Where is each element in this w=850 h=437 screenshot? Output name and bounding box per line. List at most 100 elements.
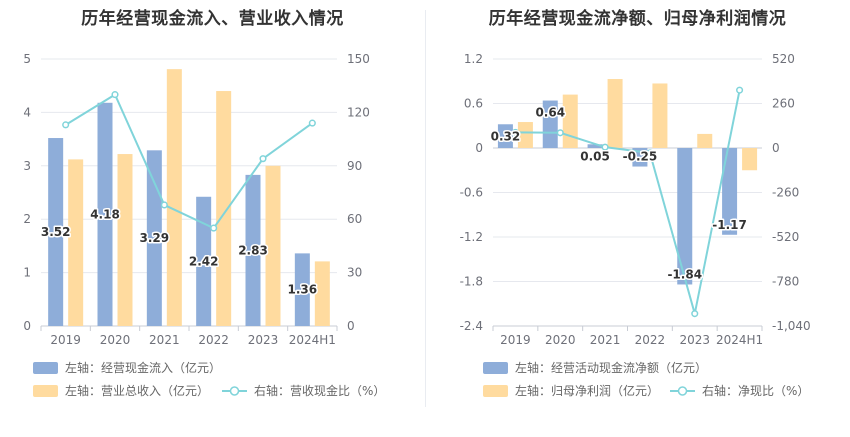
right-legend-label-primary: 左轴：经营活动现金流净额（亿元） [515,360,707,375]
right-bar-secondary [652,83,668,148]
left-bar-secondary [117,154,133,326]
right-x-tick-label: 2023 [679,333,710,347]
left-legend-label-secondary: 左轴：营业总收入（亿元） [65,383,209,398]
left-bar-secondary [68,159,84,326]
left-ratio-point [210,224,218,232]
left-chart: 0 1 2 3 4 5 0 30 60 90 120 150 2019 2020 2021 2022 2023 2… [23,52,385,398]
right-legend-swatch-line-marker [677,386,688,396]
left-ratio-point [259,155,267,163]
right-y-left-tick: 0 [475,141,483,155]
right-chart-panel: 历年经营现金流净额、归母净利润情况 1.2 0.6 0 -0.6 -1.2 -1.8 -2.… [425,0,850,437]
left-x-tick-label: 2019 [50,333,81,347]
right-y-right-tick: -260 [772,186,799,200]
right-legend-label-secondary: 左轴：归母净利润（亿元） [515,383,659,398]
left-bar-data-label: 1.36 [288,283,318,297]
panel-divider [425,10,426,407]
left-x-tick-label: 2022 [198,333,229,347]
right-legend-swatch-secondary [483,385,508,397]
right-y-right-tick: -780 [772,275,799,289]
left-y-left-tick: 4 [23,105,31,119]
left-ratio-point [111,91,119,99]
left-y-right-tick: 30 [347,266,362,280]
left-bar-secondary [166,69,182,327]
right-x-tick-label: 2024H1 [716,333,763,347]
left-bar-data-label: 2.83 [238,243,268,257]
right-bar-data-label: 0.32 [491,129,521,143]
left-legend-label-line: 右轴：营收现金比（%） [254,383,385,398]
right-bar-primary [497,124,513,148]
left-legend-label-primary: 左轴：经营现金流入（亿元） [65,360,221,375]
left-y-left-tick: 3 [23,159,31,173]
right-ratio-point [691,310,699,318]
right-y-right-tick: -520 [772,230,799,244]
left-y-left-tick: 2 [23,212,31,226]
right-y-left-tick: -1.8 [460,275,483,289]
left-bar-secondary [265,165,281,326]
right-bar-secondary [697,133,713,148]
left-legend-swatch-primary [33,362,58,374]
right-x-tick-label: 2021 [590,333,621,347]
left-ratio-point [160,201,168,209]
right-y-left-tick: 1.2 [464,52,483,66]
right-x-tick-label: 2019 [500,333,531,347]
right-chart-title: 历年经营现金流净额、归母净利润情况 [488,9,787,29]
left-y-left-tick: 1 [23,266,31,280]
left-y-right-tick: 150 [347,52,370,66]
right-bar-data-label: -0.25 [623,150,658,164]
right-bar-data-label: -1.84 [667,267,702,281]
left-y-right-tick: 0 [347,319,355,333]
right-x-tick-label: 2022 [635,333,666,347]
right-y-right-tick: 520 [772,52,795,66]
left-y-right-tick: 120 [347,105,370,119]
right-ratio-point [646,149,654,157]
left-x-tick-label: 2023 [248,333,279,347]
left-bar-primary [245,174,261,326]
left-bar-primary [146,150,162,326]
left-ratio-point [308,119,316,127]
right-bar-secondary [517,122,533,148]
right-ratio-point [736,86,744,94]
right-y-right-tick: 260 [772,97,795,111]
left-bar-primary [294,253,310,326]
left-bar-data-label: 3.52 [41,225,71,239]
left-x-tick-label: 2020 [100,333,131,347]
left-y-left-tick: 5 [23,52,31,66]
left-bar-primary [196,196,212,326]
right-ratio-point [556,129,564,137]
right-bar-secondary [607,79,623,148]
right-bar-data-label: 0.64 [535,106,565,120]
left-y-left-tick: 0 [23,319,31,333]
right-bar-data-label: -1.17 [712,218,747,232]
left-bar-primary [48,138,64,326]
left-y-right-tick: 90 [347,159,362,173]
right-x-tick-label: 2020 [545,333,576,347]
left-legend-swatch-secondary [33,385,58,397]
right-chart: 1.2 0.6 0 -0.6 -1.2 -1.8 -2.4 520 260 0 -260 -520 -7… [460,52,811,398]
right-bar-primary [587,144,603,148]
right-y-left-tick: -1.2 [460,230,483,244]
right-y-left-tick: 0.6 [464,97,483,111]
left-y-right-tick: 60 [347,212,362,226]
right-ratio-point [601,143,609,151]
left-bar-data-label: 2.42 [189,254,219,268]
left-ratio-line [65,93,313,230]
left-bar-data-label: 3.29 [140,231,170,245]
left-bar-secondary [216,91,232,326]
right-bar-primary [722,148,738,235]
left-x-tick-label: 2024H1 [289,333,336,347]
left-legend-swatch-line-marker [229,386,240,396]
right-y-left-tick: -0.6 [460,186,483,200]
left-bar-data-label: 4.18 [90,207,120,221]
left-chart-panel: 历年经营现金流入、营业收入情况 0 1 2 3 4 5 0 30 60 90 120 150 2019 2… [23,9,385,398]
right-ratio-line [515,89,741,314]
right-y-right-tick: 0 [772,141,780,155]
right-y-right-tick: -1,040 [772,319,811,333]
left-x-tick-label: 2021 [149,333,180,347]
right-legend-label-line: 右轴：净现比（%） [702,383,809,398]
left-ratio-point [62,121,70,129]
left-chart-title: 历年经营现金流入、营业收入情况 [81,9,344,29]
right-bar-secondary [742,148,758,171]
left-bar-primary [97,102,113,327]
right-y-left-tick: -2.4 [460,319,483,333]
right-bar-data-label: 0.05 [580,149,610,163]
